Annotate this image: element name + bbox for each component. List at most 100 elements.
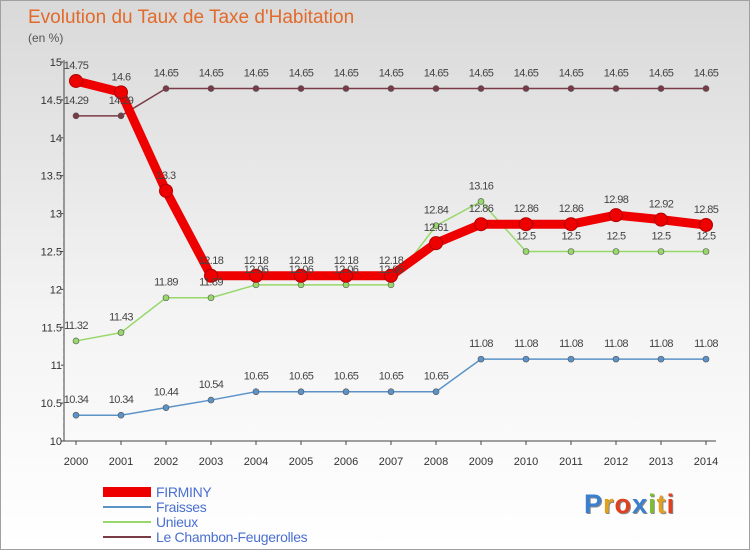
data-label: 14.65 (244, 68, 269, 80)
data-point (207, 85, 215, 92)
x-tick-label: 2007 (379, 456, 403, 468)
data-label: 12.5 (696, 231, 715, 243)
data-point (702, 85, 710, 92)
data-point (162, 404, 170, 411)
data-point (567, 248, 575, 255)
y-tick-label: 13.5 (41, 171, 62, 183)
data-label: 13.3 (156, 170, 175, 182)
data-point (252, 388, 260, 396)
data-label: 14.29 (109, 95, 134, 107)
data-label: 12.06 (379, 264, 404, 276)
data-point (477, 198, 485, 205)
data-point (252, 85, 260, 92)
x-tick-label: 2012 (604, 456, 628, 468)
data-label: 10.44 (154, 387, 179, 399)
data-point (522, 248, 530, 255)
data-label: 11.43 (109, 312, 133, 324)
data-label: 12.86 (559, 203, 584, 215)
legend-swatch (103, 536, 151, 538)
chart-title: Evolution du Taux de Taxe d'Habitation (28, 7, 355, 28)
data-label: 10.65 (379, 371, 404, 383)
data-label: 11.89 (154, 277, 178, 289)
data-label: 14.65 (154, 68, 179, 80)
logo-letter: i (666, 489, 676, 519)
data-label: 12.61 (424, 222, 449, 234)
chart-unit: (en %) (28, 31, 64, 45)
data-point (387, 388, 395, 396)
data-point (69, 73, 83, 88)
data-point (387, 85, 395, 92)
y-tick-label: 12 (50, 284, 62, 296)
y-tick-label: 15 (50, 57, 62, 69)
data-label: 11.08 (559, 338, 583, 350)
data-label: 12.84 (424, 205, 449, 217)
data-point (249, 268, 263, 283)
data-label: 12.92 (649, 199, 674, 211)
data-point (567, 355, 575, 363)
data-label: 10.34 (64, 394, 89, 406)
y-tick-label: 11.5 (41, 322, 62, 334)
data-point (342, 388, 350, 396)
x-tick-label: 2000 (64, 456, 88, 468)
data-label: 10.54 (199, 379, 224, 391)
data-label: 12.06 (289, 264, 314, 276)
logo-letter: o (614, 489, 633, 519)
data-label: 12.5 (561, 231, 580, 243)
data-label: 14.75 (64, 60, 89, 72)
data-point (474, 217, 488, 232)
data-point (612, 248, 620, 255)
y-tick-label: 10 (50, 436, 62, 448)
x-tick-label: 2001 (109, 456, 133, 468)
data-label: 10.65 (334, 371, 359, 383)
data-label: 10.65 (244, 371, 269, 383)
legend-swatch (103, 506, 151, 508)
data-label: 11.08 (694, 338, 718, 350)
data-point (72, 411, 80, 419)
data-point (612, 355, 620, 363)
data-label: 14.65 (694, 68, 719, 80)
data-point (657, 355, 665, 363)
data-label: 12.18 (289, 255, 314, 267)
data-point (654, 212, 668, 227)
data-label: 12.5 (651, 231, 670, 243)
data-point (339, 268, 353, 283)
legend-swatch (103, 487, 151, 497)
x-tick-label: 2003 (199, 456, 223, 468)
proxiti-logo: Proxiti (584, 489, 675, 520)
data-point (522, 355, 530, 363)
x-tick-label: 2004 (244, 456, 268, 468)
legend-label: Fraisses (156, 499, 207, 515)
x-tick-label: 2011 (559, 456, 583, 468)
legend-label: FIRMINY (156, 484, 212, 500)
data-point (342, 85, 350, 92)
x-tick-label: 2002 (154, 456, 178, 468)
data-point (159, 183, 173, 198)
logo-letter: P (584, 489, 604, 519)
x-tick-label: 2008 (424, 456, 448, 468)
data-label: 10.65 (289, 371, 314, 383)
data-point (432, 388, 440, 396)
data-point (114, 85, 128, 100)
data-label: 12.5 (606, 231, 625, 243)
data-point (519, 217, 533, 232)
data-point (432, 222, 440, 230)
data-point (72, 337, 80, 345)
data-point (207, 396, 215, 404)
data-point (702, 355, 710, 363)
data-point (612, 85, 620, 92)
data-point (204, 268, 218, 283)
data-label: 11.08 (514, 338, 538, 350)
legend-label: Le Chambon-Feugerolles (156, 529, 308, 545)
logo-letter: i (648, 489, 657, 519)
data-label: 14.65 (649, 68, 674, 80)
data-label: 12.85 (694, 204, 719, 216)
logo-letter: t (656, 489, 667, 519)
data-point (699, 217, 713, 232)
data-point (162, 85, 170, 92)
data-label: 14.65 (514, 68, 539, 80)
x-tick-label: 2005 (289, 456, 313, 468)
x-tick-label: 2009 (469, 456, 493, 468)
data-point (477, 85, 485, 92)
